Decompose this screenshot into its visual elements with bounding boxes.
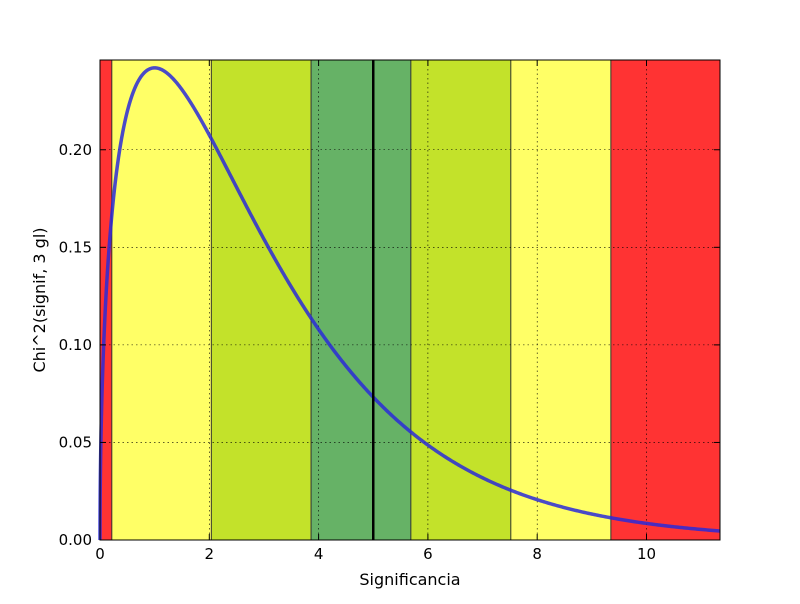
x-axis-label: Significancia (359, 570, 460, 589)
band-7 (610, 60, 720, 540)
y-axis-label: Chi^2(signif, 3 gl) (30, 227, 49, 372)
series-line-0 (98, 66, 721, 541)
y-tick-label-2: 0.10 (59, 336, 92, 354)
band-2 (211, 60, 312, 540)
y-tick-label-0: 0.00 (59, 531, 92, 549)
x-tick-label-0: 0 (95, 545, 105, 563)
plot-frame (99, 59, 721, 541)
band-1 (111, 60, 212, 540)
curve-layer (98, 60, 721, 541)
x-tick-label-2: 4 (314, 545, 324, 563)
band-6 (510, 60, 611, 540)
y-tick-label-4: 0.20 (59, 141, 92, 159)
x-tick-label-5: 10 (637, 545, 656, 563)
band-5 (410, 60, 511, 540)
bands-layer (100, 60, 720, 540)
axes-layer: 0 2 4 6 8 10 0.00 0.05 0.10 0.15 0.20 (59, 59, 721, 563)
y-tick-label-3: 0.15 (59, 238, 92, 256)
x-tick-label-3: 6 (423, 545, 433, 563)
x-tick-label-4: 8 (532, 545, 542, 563)
band-4 (373, 60, 411, 540)
band-3 (311, 60, 374, 540)
y-tick-label-1: 0.05 (59, 433, 92, 451)
x-tick-label-1: 2 (205, 545, 215, 563)
